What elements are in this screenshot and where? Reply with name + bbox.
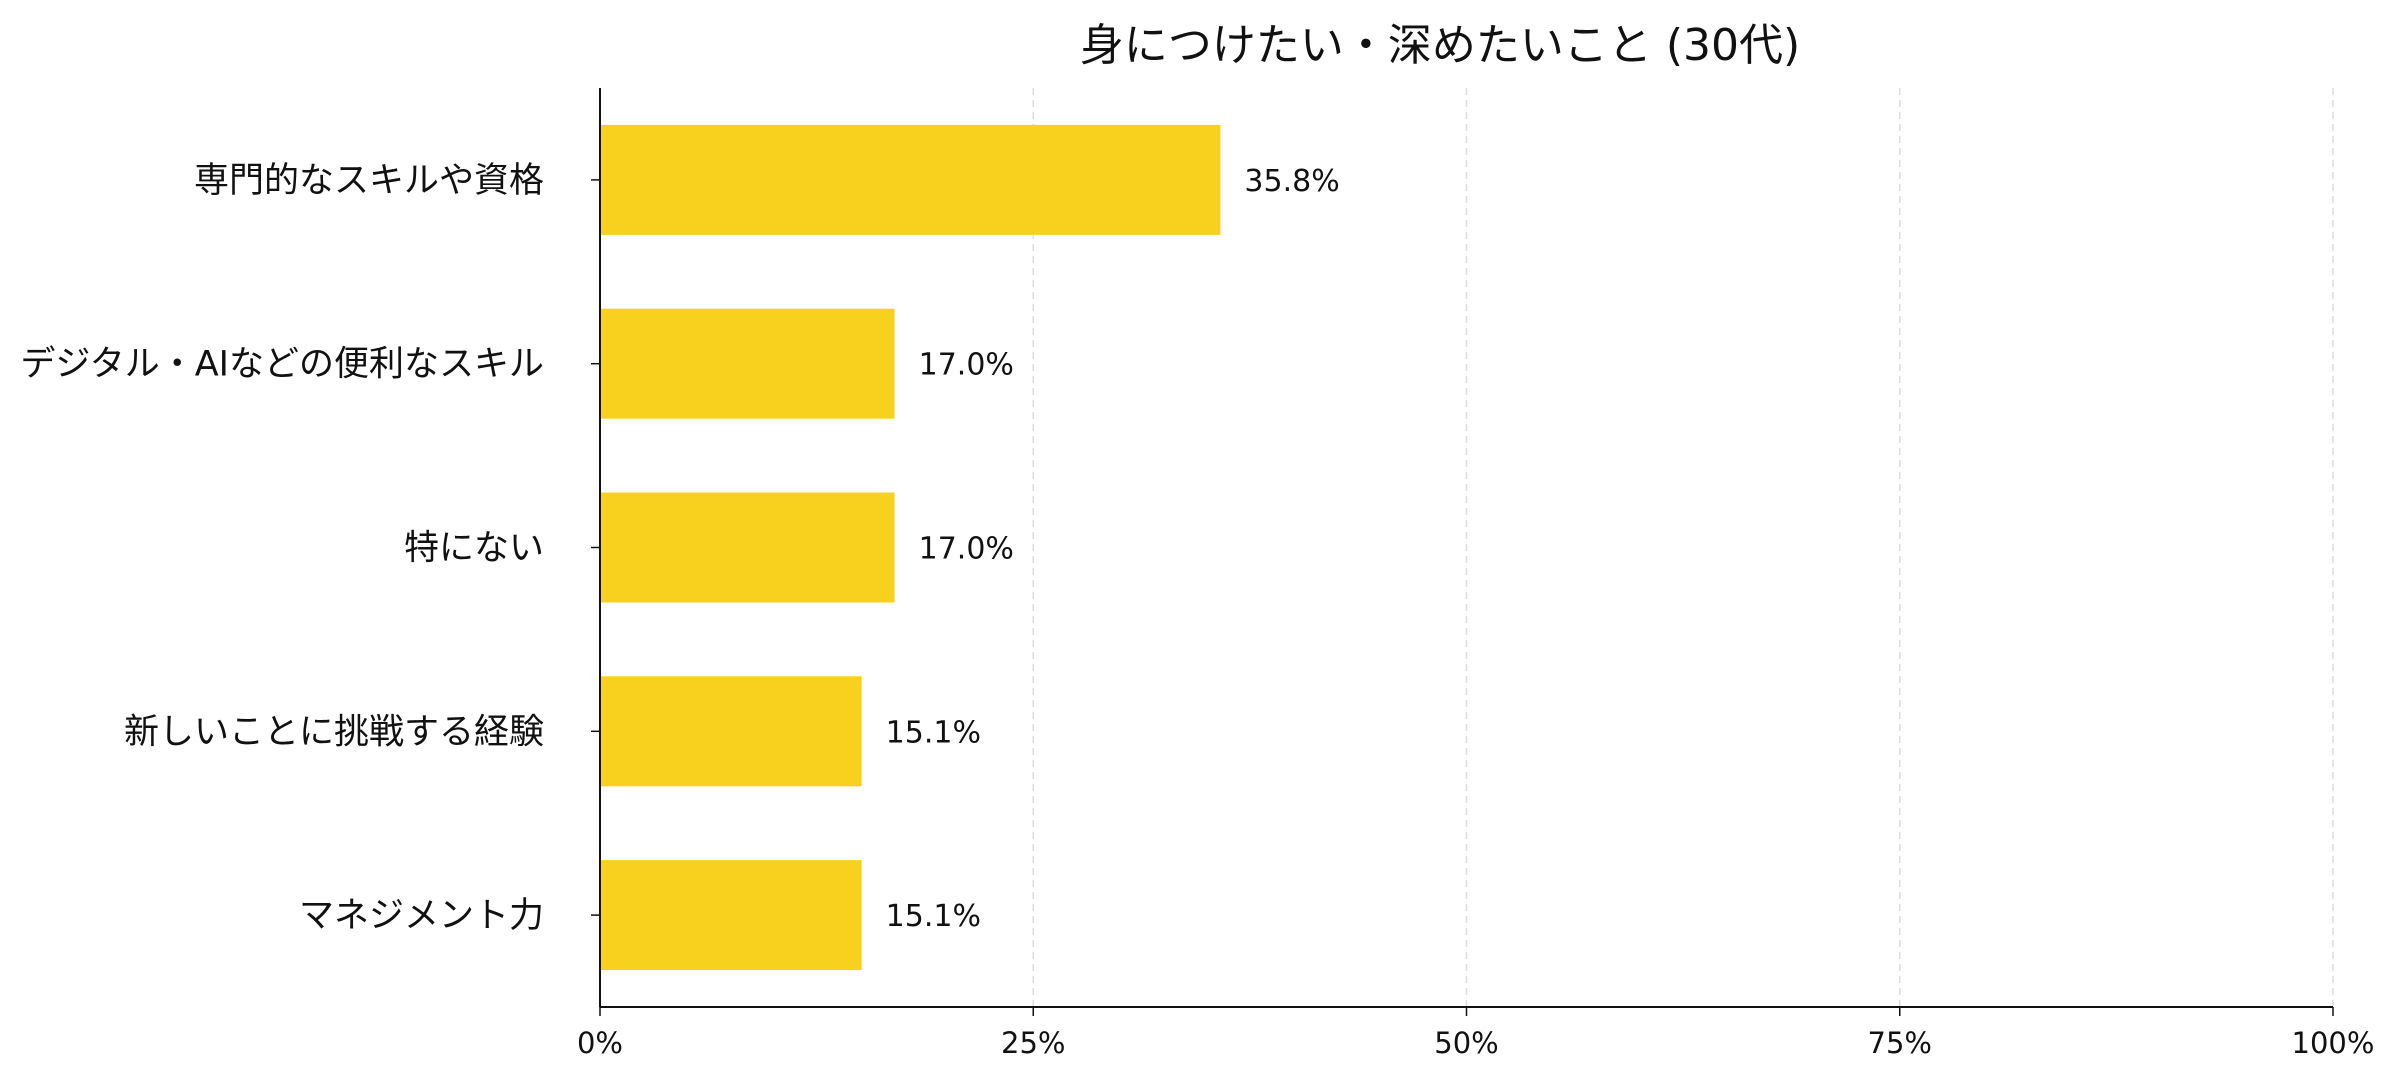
chart-title: 身につけたい・深めたいこと (30代): [1080, 20, 1800, 71]
category-label: 特にない: [404, 529, 544, 569]
value-label: 15.1%: [886, 715, 981, 750]
grid-layer: [1032, 88, 2334, 1007]
value-label: 35.8%: [1244, 164, 1339, 199]
category-label: デジタル・AIなどの便利なスキル: [20, 345, 544, 385]
x-tick-label: 75%: [1868, 1026, 1932, 1060]
category-label: 専門的なスキルや資格: [194, 161, 544, 201]
x-tick-label: 50%: [1434, 1026, 1498, 1060]
category-label: 新しいことに挑戦する経験: [124, 712, 544, 752]
bar: [600, 676, 862, 787]
category-label: マネジメント力: [299, 896, 544, 936]
bar: [600, 860, 862, 971]
label-layer: 0% 25% 50% 75% 100% 専門的なスキルや資格 35.8% デジタル・AIなどの…: [20, 161, 2374, 1060]
bar: [600, 308, 895, 419]
value-label: 15.1%: [886, 899, 981, 934]
x-tick-label: 100%: [2292, 1026, 2375, 1060]
bar: [600, 492, 895, 603]
value-label: 17.0%: [919, 348, 1014, 383]
x-tick-label: 25%: [1001, 1026, 1065, 1060]
bar-layer: [600, 124, 1221, 971]
bar: [600, 124, 1221, 235]
x-tick-label: 0%: [577, 1026, 623, 1060]
axis-layer: [591, 88, 2334, 1016]
value-label: 17.0%: [919, 532, 1014, 567]
